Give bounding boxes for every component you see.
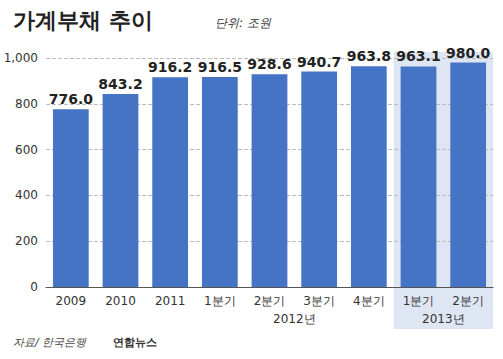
svg-text:1분기: 1분기 [403,294,435,308]
svg-text:2012년: 2012년 [273,312,316,326]
svg-text:600: 600 [15,143,38,157]
svg-text:0: 0 [30,280,38,294]
svg-text:자료/ 한국은행: 자료/ 한국은행 [13,336,87,349]
svg-text:916.2: 916.2 [148,59,192,75]
svg-text:928.6: 928.6 [247,56,291,72]
svg-text:916.5: 916.5 [198,59,242,75]
svg-text:연합뉴스: 연합뉴스 [113,336,157,349]
svg-text:2분기: 2분기 [254,294,286,308]
svg-text:2010: 2010 [105,294,136,308]
svg-text:1,000: 1,000 [4,51,38,65]
svg-text:4분기: 4분기 [353,294,385,308]
svg-text:200: 200 [15,234,38,248]
svg-text:400: 400 [15,188,38,202]
svg-text:963.1: 963.1 [396,48,440,64]
svg-text:800: 800 [15,97,38,111]
svg-text:단위: 조원: 단위: 조원 [215,16,272,30]
svg-text:980.0: 980.0 [446,45,491,61]
svg-text:2분기: 2분기 [452,294,484,308]
svg-text:2013년: 2013년 [422,312,465,326]
svg-text:가계부채 추이: 가계부채 추이 [13,8,153,33]
svg-text:3분기: 3분기 [303,294,335,308]
svg-text:940.7: 940.7 [297,54,341,70]
svg-text:963.8: 963.8 [347,48,391,64]
svg-text:1분기: 1분기 [204,294,236,308]
svg-text:843.2: 843.2 [98,76,142,92]
svg-text:776.0: 776.0 [49,91,94,107]
svg-text:2009: 2009 [56,294,87,308]
svg-text:2011: 2011 [155,294,186,308]
